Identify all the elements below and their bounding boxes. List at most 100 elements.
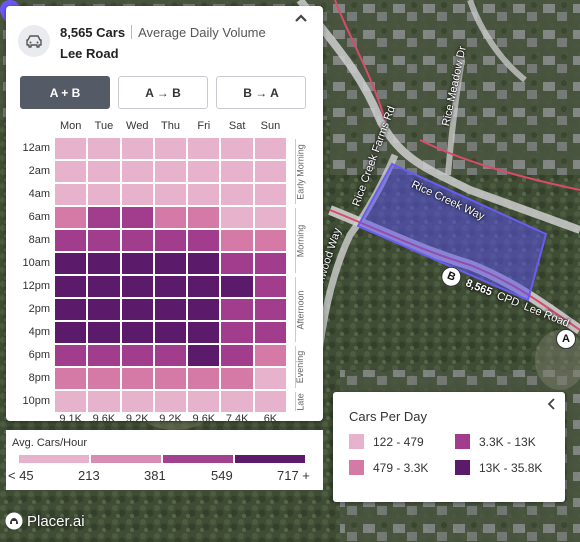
heatmap-cell[interactable] <box>54 275 88 298</box>
heatmap-cell[interactable] <box>87 390 121 413</box>
heatmap-cell[interactable] <box>187 160 221 183</box>
heatmap-cell[interactable] <box>87 229 121 252</box>
heatmap-cell[interactable] <box>220 252 254 275</box>
heatmap-cell[interactable] <box>54 206 88 229</box>
heatmap-cell[interactable] <box>120 367 154 390</box>
heatmap-cell[interactable] <box>253 321 288 344</box>
heatmap-cell[interactable] <box>153 160 188 183</box>
heatmap-cell[interactable] <box>220 137 254 160</box>
heatmap-cell[interactable] <box>87 160 121 183</box>
traffic-panel: 8,565 Cars Average Daily Volume Lee Road … <box>6 6 323 425</box>
heatmap-cell[interactable] <box>220 344 254 367</box>
heatmap-cell[interactable] <box>153 275 188 298</box>
hour-label: 12am <box>22 142 50 154</box>
heatmap-cell[interactable] <box>253 275 288 298</box>
heatmap-cell[interactable] <box>153 252 188 275</box>
heatmap-cell[interactable] <box>253 367 288 390</box>
chevron-up-icon[interactable] <box>293 12 309 24</box>
heatmap-cell[interactable] <box>153 206 188 229</box>
heatmap-cell[interactable] <box>54 298 88 321</box>
heatmap-cell[interactable] <box>153 321 188 344</box>
heatmap-cell[interactable] <box>87 275 121 298</box>
segment-end-marker[interactable]: A <box>556 329 576 349</box>
weekday-header-row: Mon Tue Wed Thu Fri Sat Sun <box>54 120 287 132</box>
heatmap-cell[interactable] <box>54 183 88 206</box>
heatmap-cell[interactable] <box>120 252 154 275</box>
heatmap-cell[interactable] <box>153 183 188 206</box>
heatmap-cell[interactable] <box>220 298 254 321</box>
heatmap-cell[interactable] <box>253 344 288 367</box>
heatmap-cell[interactable] <box>87 367 121 390</box>
header-summary: 8,565 Cars Average Daily Volume <box>60 25 266 40</box>
heatmap-cell[interactable] <box>187 229 221 252</box>
heatmap-cell[interactable] <box>54 390 88 413</box>
heatmap-cell[interactable] <box>87 183 121 206</box>
heatmap-cell[interactable] <box>253 229 288 252</box>
heatmap-cell[interactable] <box>120 298 154 321</box>
heatmap-cell[interactable] <box>153 137 188 160</box>
chevron-left-icon[interactable] <box>547 397 557 411</box>
heatmap-cell[interactable] <box>120 275 154 298</box>
heatmap-cell[interactable] <box>87 344 121 367</box>
heatmap-cell[interactable] <box>187 344 221 367</box>
segment-count-unit: CPD <box>494 289 521 310</box>
heatmap-cell[interactable] <box>253 252 288 275</box>
heatmap-cell[interactable] <box>54 321 88 344</box>
heatmap-cell[interactable] <box>54 137 88 160</box>
heatmap-cell[interactable] <box>54 160 88 183</box>
heatmap-cell[interactable] <box>187 137 221 160</box>
heatmap-cell[interactable] <box>187 367 221 390</box>
legend-swatch <box>349 434 364 449</box>
heatmap-cell[interactable] <box>187 206 221 229</box>
heatmap-cell[interactable] <box>220 183 254 206</box>
heatmap-cell[interactable] <box>253 390 288 413</box>
heatmap-cell[interactable] <box>153 367 188 390</box>
direction-button-both[interactable]: A + B <box>20 76 110 109</box>
direction-toggle-group: A + B A → B B → A <box>20 76 306 109</box>
heatmap-cell[interactable] <box>87 137 121 160</box>
heatmap-cell[interactable] <box>120 321 154 344</box>
heatmap-cell[interactable] <box>253 298 288 321</box>
heatmap-cell[interactable] <box>220 206 254 229</box>
heatmap-cell[interactable] <box>54 252 88 275</box>
heatmap-cell[interactable] <box>253 160 288 183</box>
heatmap-cell[interactable] <box>87 206 121 229</box>
heatmap-cell[interactable] <box>54 344 88 367</box>
heatmap-cell[interactable] <box>120 137 154 160</box>
heatmap-cell[interactable] <box>220 229 254 252</box>
heatmap-cell[interactable] <box>187 321 221 344</box>
heatmap-cell[interactable] <box>187 298 221 321</box>
heatmap-cell[interactable] <box>187 390 221 413</box>
heatmap-cell[interactable] <box>54 367 88 390</box>
heatmap-cell[interactable] <box>87 298 121 321</box>
heatmap-cell[interactable] <box>120 183 154 206</box>
heatmap-cell[interactable] <box>187 252 221 275</box>
heatmap-cell[interactable] <box>220 275 254 298</box>
heatmap-cell[interactable] <box>220 321 254 344</box>
heatmap-cell[interactable] <box>120 229 154 252</box>
heatmap-cell[interactable] <box>153 344 188 367</box>
heatmap-cell[interactable] <box>187 275 221 298</box>
heatmap-cell[interactable] <box>253 206 288 229</box>
heatmap-cell[interactable] <box>220 390 254 413</box>
heatmap-cell[interactable] <box>87 252 121 275</box>
heatmap-cell[interactable] <box>120 206 154 229</box>
heatmap-cell[interactable] <box>153 298 188 321</box>
heatmap-cell[interactable] <box>87 321 121 344</box>
heatmap-cell[interactable] <box>120 390 154 413</box>
heatmap-cell[interactable] <box>54 229 88 252</box>
heatmap-cell[interactable] <box>187 183 221 206</box>
heatmap-cell[interactable] <box>253 137 288 160</box>
metric-label: Average Daily Volume <box>138 25 266 40</box>
heatmap-cell[interactable] <box>220 160 254 183</box>
heatmap-cell[interactable] <box>153 229 188 252</box>
heatmap-cell[interactable] <box>253 183 288 206</box>
direction-button-b-to-a[interactable]: B → A <box>216 76 306 109</box>
heatmap-cell[interactable] <box>153 390 188 413</box>
cars-per-day-legend: Cars Per Day 122 - 479 3.3K - 13K 479 - 3.… <box>333 392 565 502</box>
heatmap-cell[interactable] <box>220 367 254 390</box>
direction-button-a-to-b[interactable]: A → B <box>118 76 208 109</box>
period-divider <box>295 392 296 411</box>
heatmap-cell[interactable] <box>120 344 154 367</box>
heatmap-cell[interactable] <box>120 160 154 183</box>
